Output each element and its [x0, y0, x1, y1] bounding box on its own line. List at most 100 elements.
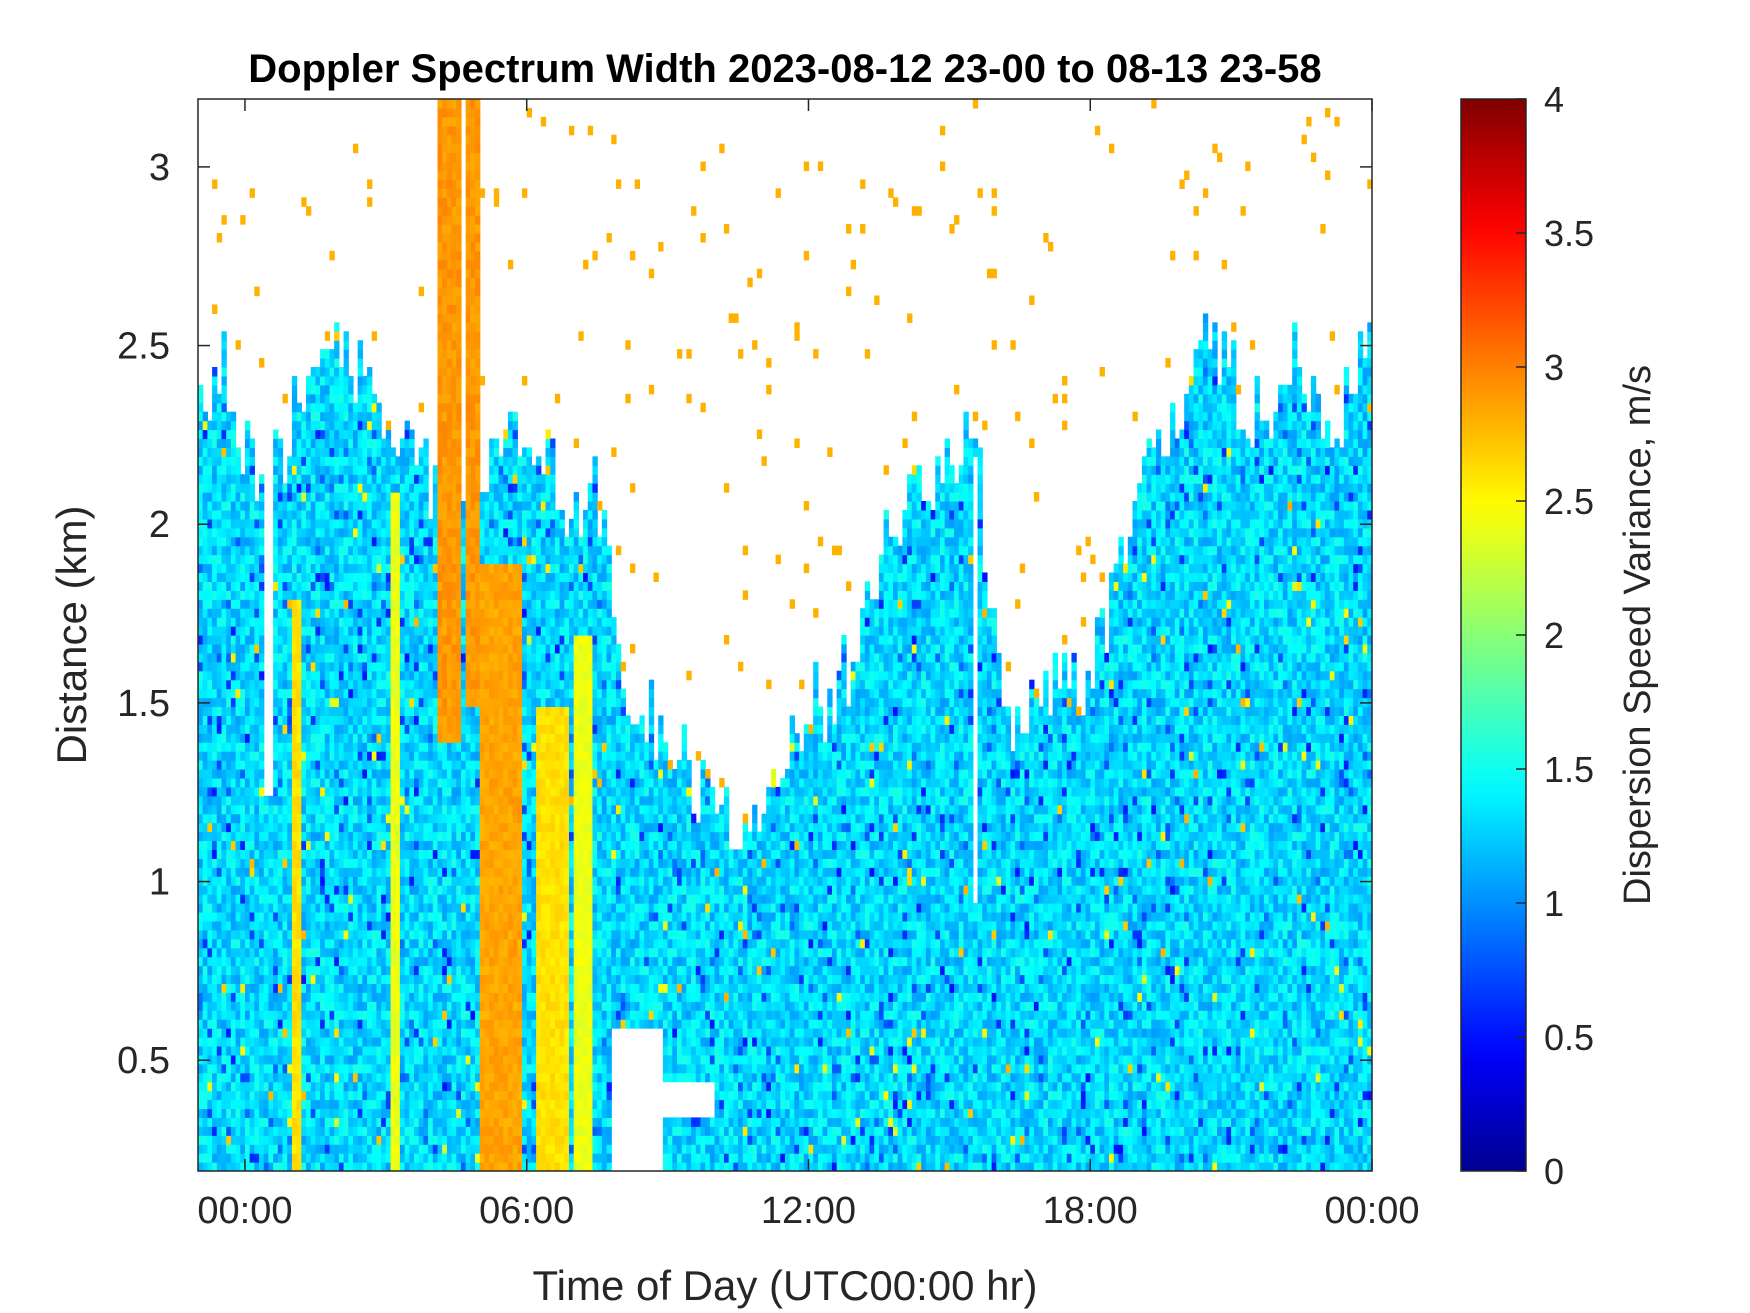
heatmap-cell	[432, 581, 439, 591]
heatmap-cell	[296, 760, 302, 770]
heatmap-cell	[230, 947, 237, 958]
heatmap-cell	[404, 1045, 410, 1056]
heatmap-cell	[226, 643, 232, 654]
heatmap-cell	[334, 1054, 340, 1065]
heatmap-cell	[437, 920, 443, 931]
heatmap-cell	[226, 840, 232, 850]
heatmap-cell	[343, 911, 349, 922]
heatmap-cell	[230, 581, 237, 591]
heatmap-cell	[465, 777, 471, 788]
heatmap-cell	[414, 777, 420, 788]
heatmap-cell	[277, 492, 284, 502]
heatmap-cell	[432, 733, 439, 743]
heatmap-cell	[310, 1108, 316, 1118]
heatmap-cell	[282, 813, 288, 824]
heatmap-cell	[352, 456, 359, 466]
heatmap-cell	[404, 581, 410, 591]
heatmap-cell	[291, 983, 298, 993]
heatmap-cell	[212, 1010, 218, 1020]
heatmap-cell	[338, 867, 345, 877]
heatmap-cell	[216, 402, 223, 413]
heatmap-cell	[315, 492, 321, 502]
heatmap-cell	[385, 938, 392, 949]
heatmap-cell	[385, 956, 392, 967]
heatmap-cell	[338, 894, 345, 904]
heatmap-cell	[418, 679, 425, 690]
heatmap-cell	[268, 1037, 274, 1047]
heatmap-cell	[202, 983, 208, 993]
heatmap-cell	[324, 1144, 331, 1154]
heatmap-cell	[371, 688, 378, 699]
heatmap-cell	[334, 974, 340, 984]
heatmap-cell	[320, 661, 326, 672]
heatmap-cell	[287, 1081, 293, 1092]
heatmap-cell	[381, 911, 387, 922]
heatmap-cell	[465, 894, 471, 904]
heatmap-cell	[198, 1135, 204, 1145]
heatmap-cell	[451, 179, 457, 189]
heatmap-cell	[216, 822, 223, 833]
heatmap-cell	[320, 804, 326, 815]
heatmap-cell	[348, 393, 354, 404]
heatmap-cell	[428, 1081, 434, 1092]
heatmap-cell	[357, 1135, 363, 1145]
heatmap-cell	[230, 1090, 237, 1101]
heatmap-cell	[244, 527, 251, 538]
heatmap-cell	[409, 804, 415, 815]
heatmap-cell	[310, 947, 316, 958]
heatmap-cell	[221, 1108, 227, 1118]
heatmap-cell	[465, 911, 471, 922]
heatmap-cell	[446, 885, 453, 895]
heatmap-cell	[329, 742, 335, 752]
heatmap-cell	[226, 590, 232, 600]
heatmap-cell	[221, 1153, 227, 1163]
heatmap-cell	[385, 751, 392, 761]
heatmap-cell	[343, 965, 349, 976]
heatmap-cell	[282, 777, 288, 788]
heatmap-cell	[320, 1037, 326, 1047]
heatmap-cell	[343, 652, 349, 663]
heatmap-cell	[390, 501, 396, 511]
heatmap-cell	[306, 1090, 312, 1101]
heatmap-cell	[437, 465, 443, 475]
heatmap-cell	[460, 813, 467, 824]
heatmap-cell	[334, 367, 340, 377]
heatmap-cell	[460, 536, 467, 547]
heatmap-cell	[404, 447, 410, 457]
heatmap-cell	[367, 1019, 373, 1029]
heatmap-cell	[277, 724, 284, 734]
heatmap-cell	[334, 375, 340, 386]
heatmap-cell	[306, 501, 312, 511]
heatmap-cell	[376, 885, 382, 895]
heatmap-cell	[212, 447, 218, 457]
heatmap-cell	[409, 635, 415, 645]
heatmap-cell	[343, 358, 349, 368]
heatmap-cell	[254, 876, 260, 886]
heatmap-cell	[226, 617, 232, 627]
heatmap-cell	[367, 581, 373, 591]
heatmap-cell	[212, 626, 218, 636]
heatmap-cell	[334, 697, 340, 708]
heatmap-cell	[437, 1135, 443, 1145]
heatmap-cell	[334, 760, 340, 770]
heatmap-cell	[348, 1072, 354, 1083]
heatmap-cell	[442, 760, 448, 770]
heatmap-cell	[414, 670, 420, 681]
heatmap-cell	[418, 822, 425, 833]
heatmap-cell	[446, 402, 453, 413]
heatmap-cell	[287, 831, 293, 842]
heatmap-cell	[460, 947, 467, 958]
heatmap-cell	[343, 420, 349, 431]
heatmap-cell	[395, 813, 401, 824]
heatmap-cell	[362, 813, 368, 824]
heatmap-cell	[446, 608, 453, 618]
heatmap-cell	[451, 608, 457, 618]
heatmap-cell	[277, 1063, 284, 1074]
heatmap-cell	[442, 224, 448, 234]
heatmap-cell	[390, 1144, 396, 1154]
heatmap-cell	[310, 894, 316, 904]
heatmap-cell	[414, 992, 420, 1002]
heatmap-cell	[423, 1108, 429, 1118]
heatmap-cell	[409, 518, 415, 529]
heatmap-cell	[315, 849, 321, 859]
